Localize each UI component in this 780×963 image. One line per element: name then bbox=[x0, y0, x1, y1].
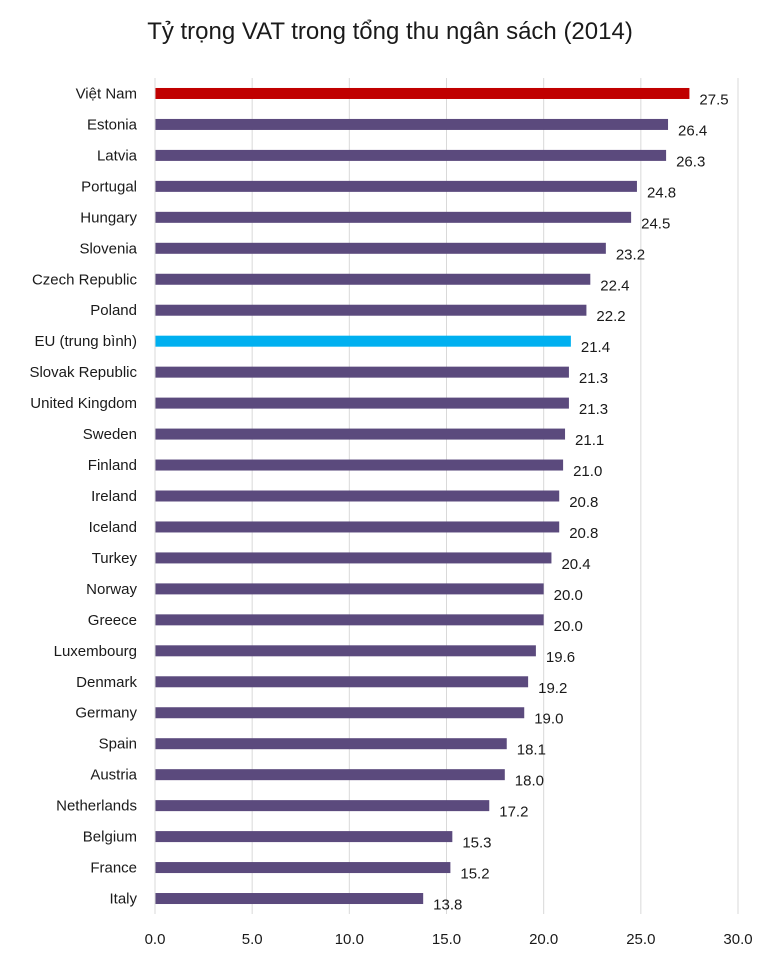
value-label-5: 24.5 bbox=[641, 215, 670, 232]
value-label-13: 21.0 bbox=[573, 463, 602, 480]
value-label-1: 27.5 bbox=[699, 91, 728, 108]
category-label-23: Austria bbox=[90, 767, 137, 784]
category-label-17: Norway bbox=[86, 581, 137, 598]
bar-24 bbox=[155, 800, 490, 812]
bar-5 bbox=[155, 211, 632, 223]
category-label-4: Portugal bbox=[81, 178, 137, 195]
bar-17 bbox=[155, 583, 544, 595]
x-tick-label-1: 5.0 bbox=[242, 931, 263, 948]
value-label-10: 21.3 bbox=[579, 370, 608, 387]
value-label-2: 26.4 bbox=[678, 122, 707, 139]
category-label-2: Estonia bbox=[87, 116, 138, 133]
bar-12 bbox=[155, 428, 566, 440]
category-label-1: Việt Nam bbox=[76, 85, 137, 102]
value-label-6: 23.2 bbox=[616, 246, 645, 263]
value-label-17: 20.0 bbox=[554, 587, 583, 604]
bar-8 bbox=[155, 304, 587, 316]
bar-15 bbox=[155, 521, 560, 533]
value-label-20: 19.2 bbox=[538, 680, 567, 697]
value-label-9: 21.4 bbox=[581, 339, 610, 356]
category-label-15: Iceland bbox=[89, 519, 137, 536]
category-label-3: Latvia bbox=[97, 147, 138, 164]
value-label-24: 17.2 bbox=[499, 804, 528, 821]
bar-7 bbox=[155, 273, 591, 285]
category-label-21: Germany bbox=[75, 705, 137, 722]
value-label-19: 19.6 bbox=[546, 649, 575, 666]
value-label-4: 24.8 bbox=[647, 184, 676, 201]
category-label-11: United Kingdom bbox=[30, 395, 137, 412]
category-label-12: Sweden bbox=[83, 426, 137, 443]
bar-22 bbox=[155, 738, 507, 750]
x-tick-label-4: 20.0 bbox=[529, 931, 558, 948]
value-label-15: 20.8 bbox=[569, 525, 598, 542]
bar-3 bbox=[155, 149, 667, 161]
value-label-7: 22.4 bbox=[600, 277, 629, 294]
category-label-14: Ireland bbox=[91, 488, 137, 505]
category-label-16: Turkey bbox=[92, 550, 138, 567]
category-label-20: Denmark bbox=[76, 674, 137, 691]
bar-11 bbox=[155, 397, 569, 409]
bar-13 bbox=[155, 459, 564, 471]
category-label-26: France bbox=[90, 860, 137, 877]
bar-18 bbox=[155, 614, 544, 626]
category-label-18: Greece bbox=[88, 612, 137, 629]
bar-14 bbox=[155, 490, 560, 502]
category-label-25: Belgium bbox=[83, 829, 137, 846]
category-label-24: Netherlands bbox=[56, 798, 137, 815]
bar-9 bbox=[155, 335, 571, 347]
value-label-12: 21.1 bbox=[575, 432, 604, 449]
bar-20 bbox=[155, 676, 529, 688]
bar-25 bbox=[155, 831, 453, 843]
bar-10 bbox=[155, 366, 569, 378]
category-label-19: Luxembourg bbox=[54, 643, 137, 660]
bar-23 bbox=[155, 769, 505, 781]
bar-2 bbox=[155, 118, 669, 130]
category-label-13: Finland bbox=[88, 457, 137, 474]
bar-26 bbox=[155, 862, 451, 874]
bar-4 bbox=[155, 180, 637, 192]
category-label-6: Slovenia bbox=[79, 240, 137, 257]
x-tick-label-6: 30.0 bbox=[723, 931, 752, 948]
value-label-21: 19.0 bbox=[534, 711, 563, 728]
bar-6 bbox=[155, 242, 606, 254]
value-label-16: 20.4 bbox=[561, 556, 590, 573]
category-label-7: Czech Republic bbox=[32, 271, 138, 288]
bar-27 bbox=[155, 893, 424, 905]
bar-19 bbox=[155, 645, 536, 657]
category-label-8: Poland bbox=[90, 302, 137, 319]
value-label-11: 21.3 bbox=[579, 401, 608, 418]
value-label-23: 18.0 bbox=[515, 773, 544, 790]
x-tick-label-5: 25.0 bbox=[626, 931, 655, 948]
x-tick-label-0: 0.0 bbox=[145, 931, 166, 948]
value-label-27: 13.8 bbox=[433, 897, 462, 914]
value-label-18: 20.0 bbox=[554, 618, 583, 635]
bar-16 bbox=[155, 552, 552, 564]
value-label-3: 26.3 bbox=[676, 153, 705, 170]
category-label-10: Slovak Republic bbox=[29, 364, 137, 381]
value-label-22: 18.1 bbox=[517, 742, 546, 759]
category-label-22: Spain bbox=[99, 736, 137, 753]
bar-1 bbox=[155, 87, 690, 99]
x-tick-label-2: 10.0 bbox=[335, 931, 364, 948]
value-label-25: 15.3 bbox=[462, 835, 491, 852]
category-label-27: Italy bbox=[109, 891, 137, 908]
value-label-8: 22.2 bbox=[596, 308, 625, 325]
chart-title: Tỷ trọng VAT trong tổng thu ngân sách (2… bbox=[147, 18, 633, 45]
x-tick-label-3: 15.0 bbox=[432, 931, 461, 948]
bar-21 bbox=[155, 707, 525, 719]
category-label-5: Hungary bbox=[80, 209, 137, 226]
value-label-26: 15.2 bbox=[460, 866, 489, 883]
category-label-9: EU (trung bình) bbox=[34, 333, 137, 350]
value-label-14: 20.8 bbox=[569, 494, 598, 511]
